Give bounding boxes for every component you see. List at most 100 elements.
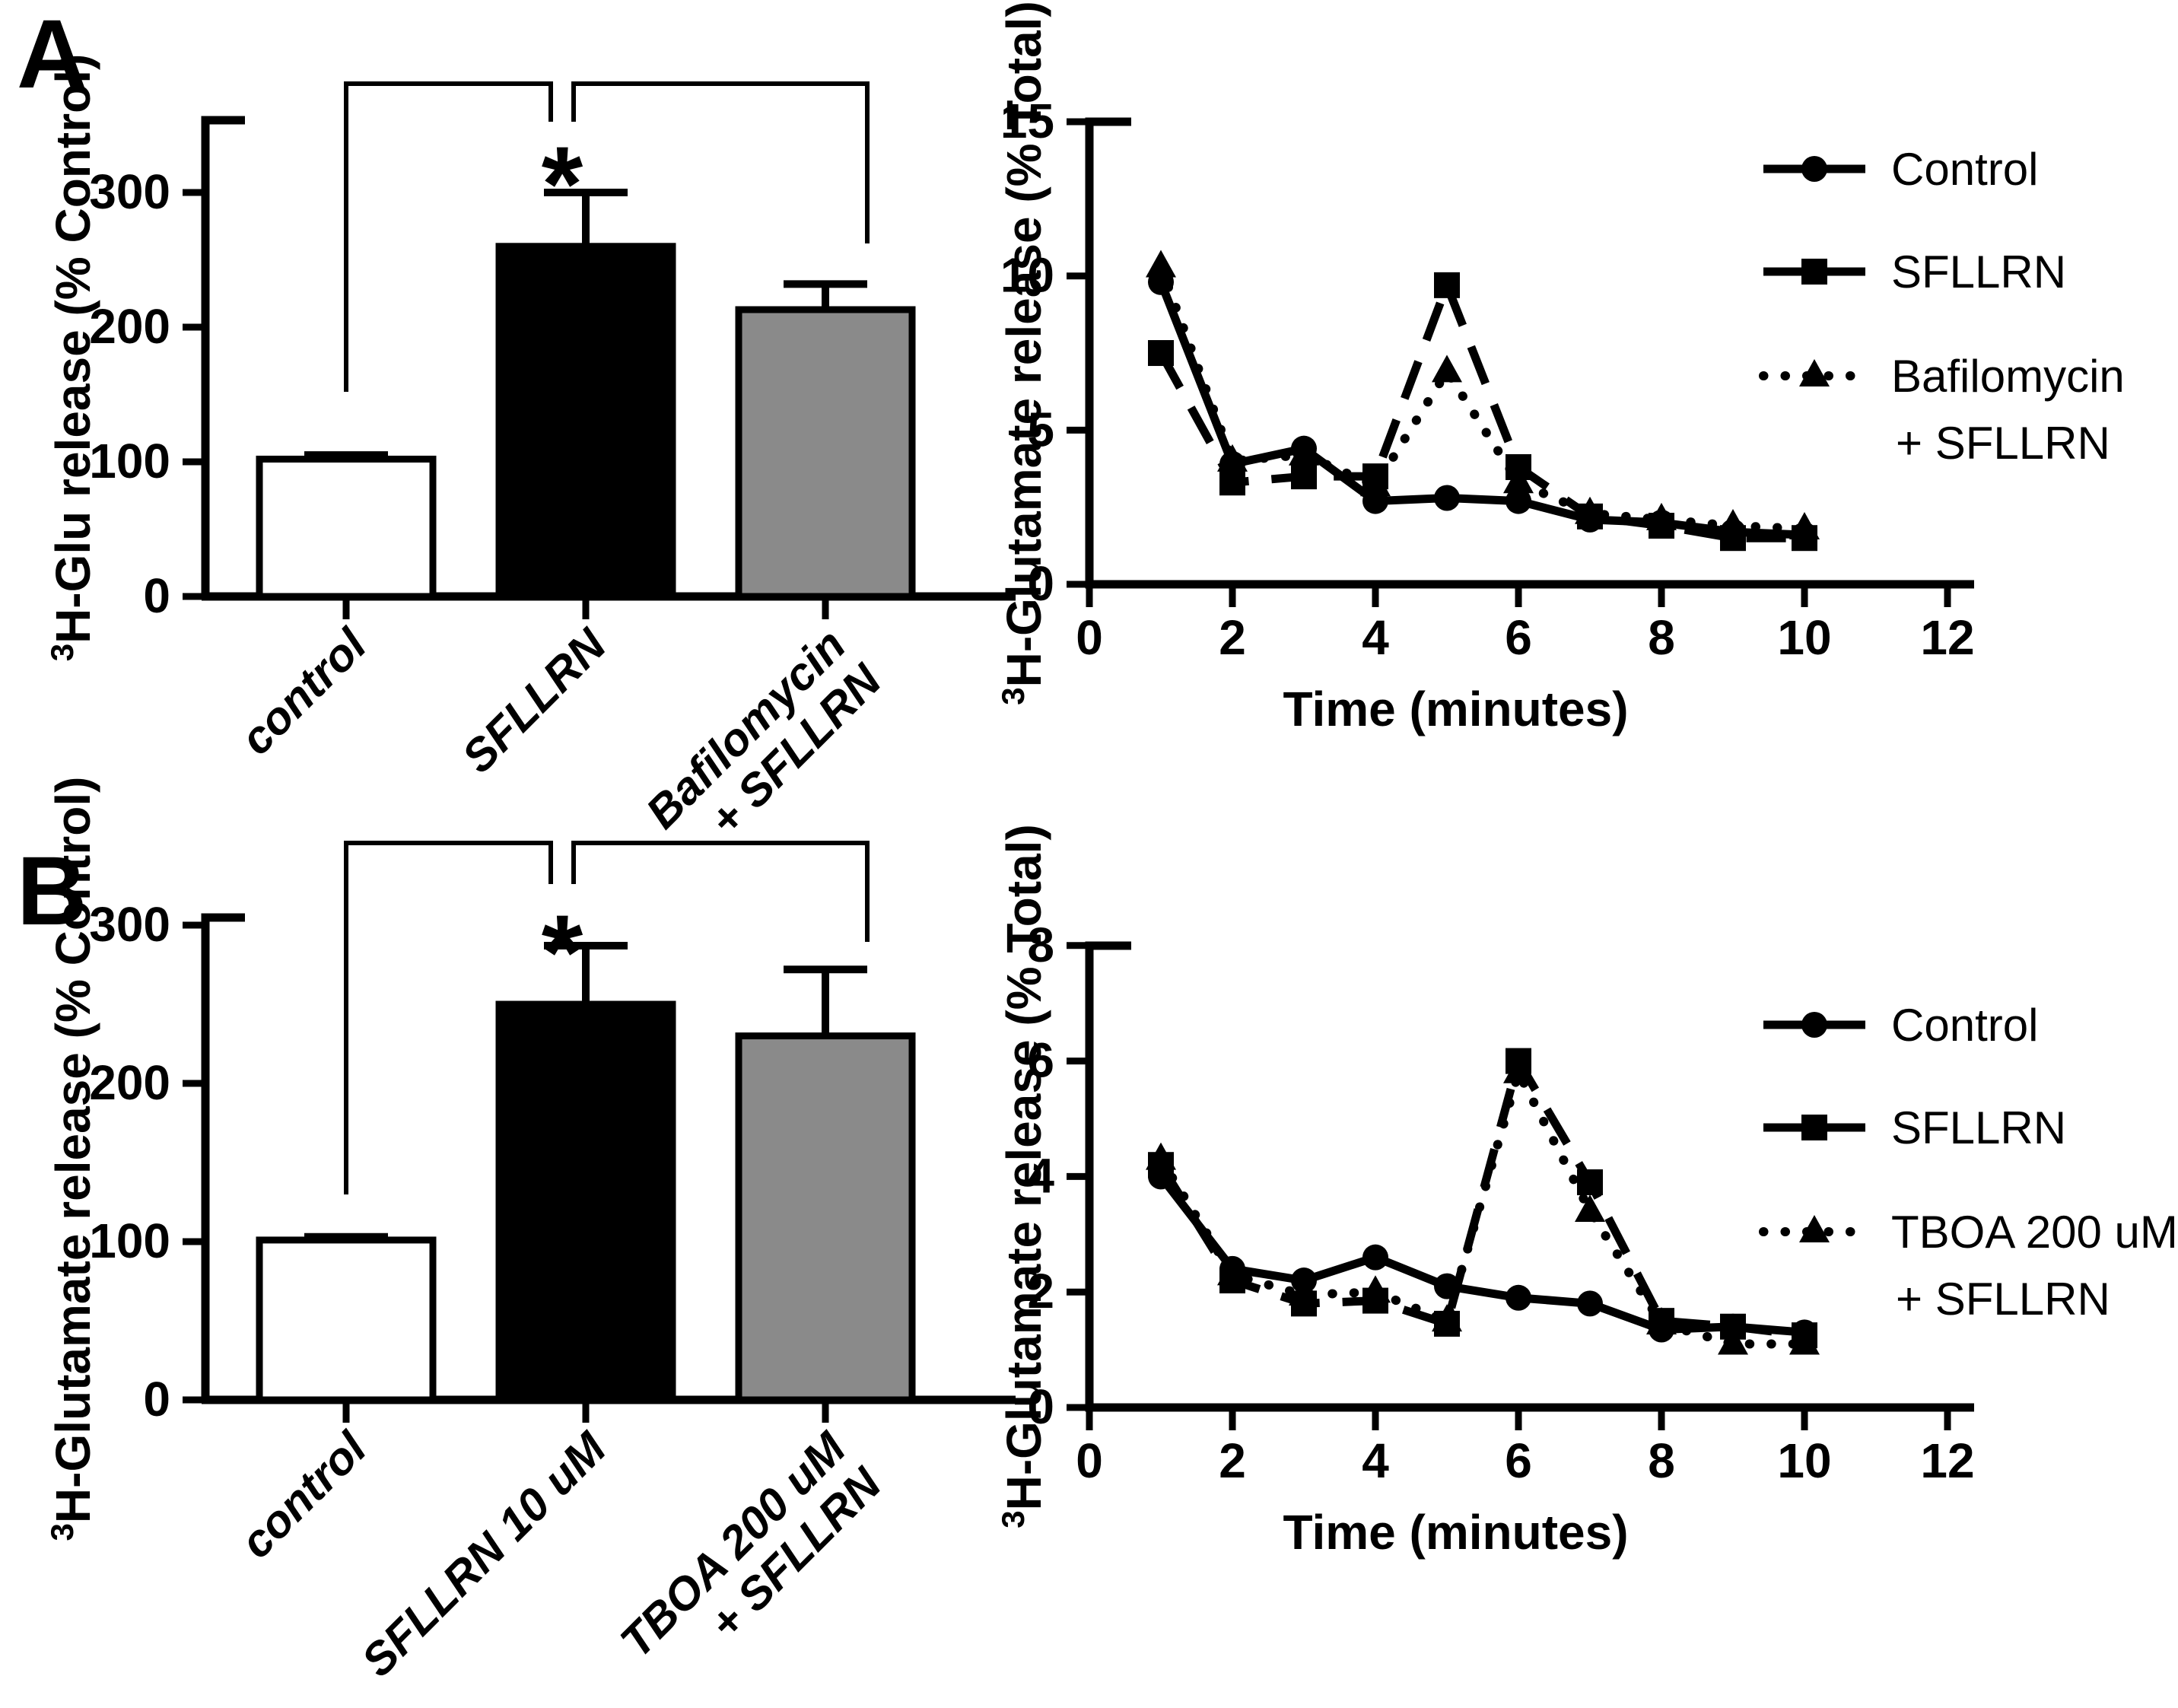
marker-circle bbox=[1577, 1290, 1603, 1317]
marker-triangle bbox=[1432, 1304, 1462, 1332]
bar-TBOA 200 uM bbox=[735, 1032, 916, 1404]
legend-item-SFLLRN: SFLLRN bbox=[1763, 246, 2066, 297]
y-tick-label: 8 bbox=[1027, 918, 1054, 972]
x-tick-label: 12 bbox=[1920, 610, 1974, 665]
error-bar-control bbox=[304, 451, 388, 460]
error-bar-SFLLRN bbox=[544, 189, 628, 246]
marker-circle bbox=[1362, 1244, 1388, 1271]
legend-marker-triangle bbox=[1799, 1215, 1830, 1242]
marker-square bbox=[1148, 340, 1174, 367]
marker-circle bbox=[1720, 519, 1746, 545]
x-tick-label: 10 bbox=[1777, 610, 1831, 665]
y-tick-label: 0 bbox=[143, 568, 170, 623]
marker-triangle bbox=[1146, 1142, 1176, 1170]
chart-panel-A-bar: 0 100 200 300 control SFLLRN Bafilomycin+ SFLL… bbox=[89, 81, 1016, 874]
y-tick-label: 4 bbox=[1027, 1148, 1054, 1203]
legend-marker-triangle bbox=[1799, 359, 1830, 386]
legend-item-TBOA 200 uM: TBOA 200 uM + SFLLRN bbox=[1759, 1207, 2178, 1325]
legend-label: + SFLLRN bbox=[1896, 1274, 2110, 1325]
y-tick-label: 300 bbox=[89, 164, 170, 219]
category-label: control bbox=[231, 1422, 377, 1568]
x-tick-label: 4 bbox=[1362, 1433, 1389, 1488]
x-tick-label: 2 bbox=[1219, 610, 1246, 665]
series-line-TBOA 200 uM bbox=[1156, 1060, 1809, 1349]
x-tick-label: 0 bbox=[1076, 610, 1103, 665]
marker-circle bbox=[1219, 450, 1245, 477]
marker-circle bbox=[1148, 269, 1174, 295]
marker-circle bbox=[1649, 1316, 1674, 1343]
chart-panel-B-line: 0 2 4 6 8 0 2 4 6 8 10 12 Time (minutes) Control SFLLR… bbox=[1027, 918, 2177, 1560]
significance-star: * bbox=[542, 892, 583, 1012]
y-tick-label: 100 bbox=[89, 434, 170, 488]
marker-circle bbox=[1434, 485, 1460, 511]
panel-A-line-y-axis-label-sup: 3 bbox=[995, 687, 1031, 705]
bar-control bbox=[256, 1236, 437, 1404]
y-axis bbox=[201, 913, 245, 1400]
axes bbox=[1085, 941, 1974, 1412]
x-axis-label: Time (minutes) bbox=[1283, 1505, 1629, 1560]
panel-label-a: A bbox=[17, 0, 87, 109]
category-label: SFLLRN 10 uM bbox=[351, 1421, 616, 1686]
legend-item-Control: Control bbox=[1763, 144, 2038, 195]
series-line-Control bbox=[1156, 280, 1805, 539]
y-tick-label: 200 bbox=[89, 299, 170, 354]
marker-triangle bbox=[1718, 1327, 1748, 1355]
significance-bracket bbox=[344, 81, 870, 392]
y-tick-label: 200 bbox=[89, 1055, 170, 1110]
x-tick-label: 10 bbox=[1777, 1433, 1831, 1488]
bar-control bbox=[256, 455, 437, 600]
legend-marker-circle bbox=[1801, 1012, 1827, 1038]
legend-item-Bafilomycin: Bafilomycin + SFLLRN bbox=[1759, 351, 2125, 469]
category-label: control bbox=[231, 619, 377, 765]
panel-A-bar-y-axis-label-sup: 3 bbox=[44, 644, 80, 661]
x-tick-label: 6 bbox=[1505, 1433, 1532, 1488]
marker-circle bbox=[1649, 509, 1674, 536]
marker-square bbox=[1291, 463, 1317, 490]
y-tick-label: 300 bbox=[89, 897, 170, 952]
marker-triangle bbox=[1432, 355, 1462, 383]
legend-label: SFLLRN bbox=[1891, 246, 2066, 297]
x-tick-label: 2 bbox=[1219, 1433, 1246, 1488]
y-tick-label: 15 bbox=[1000, 94, 1054, 148]
y-tick-label: 6 bbox=[1027, 1033, 1054, 1088]
legend-label: Control bbox=[1891, 144, 2038, 195]
series-line-Control bbox=[1157, 1174, 1805, 1337]
legend-label: Control bbox=[1891, 1000, 2038, 1051]
panel-B-line-y-axis-label-sup: 3 bbox=[995, 1510, 1031, 1528]
series-line-SFLLRN bbox=[1157, 1050, 1805, 1340]
y-tick-label: 10 bbox=[1000, 248, 1054, 303]
marker-circle bbox=[1148, 1163, 1174, 1190]
x-tick-label: 8 bbox=[1648, 1433, 1675, 1488]
marker-circle bbox=[1792, 522, 1817, 549]
marker-triangle bbox=[1503, 466, 1534, 494]
x-axis-label: Time (minutes) bbox=[1283, 682, 1629, 736]
marker-circle bbox=[1291, 1267, 1317, 1294]
legend-label: TBOA 200 uM bbox=[1891, 1207, 2178, 1258]
marker-circle bbox=[1291, 435, 1317, 462]
series-line-SFLLRN bbox=[1157, 273, 1804, 542]
x-tick-label: 0 bbox=[1076, 1433, 1103, 1488]
y-tick-label: 0 bbox=[1027, 1379, 1054, 1434]
marker-triangle bbox=[1360, 469, 1391, 497]
marker-circle bbox=[1434, 1273, 1460, 1299]
marker-circle bbox=[1792, 1319, 1817, 1346]
category-label-line: SFLLRN bbox=[452, 619, 616, 783]
panel-A-bar-y-axis-label-text: H-Glu release (% Control) bbox=[46, 54, 100, 644]
bar-SFLLRN bbox=[495, 243, 676, 600]
x-tick-label: 4 bbox=[1362, 610, 1389, 665]
marker-square bbox=[1577, 1169, 1603, 1195]
y-tick-label: 0 bbox=[1027, 556, 1054, 611]
legend-item-SFLLRN: SFLLRN bbox=[1763, 1102, 2066, 1153]
legend-label: + SFLLRN bbox=[1896, 418, 2110, 469]
panel-B-bar-y-axis-label-text: H-Glutamate release (% Control) bbox=[46, 777, 100, 1524]
error-bar-SFLLRN 10 uM bbox=[544, 942, 628, 1004]
marker-circle bbox=[1577, 506, 1603, 533]
panel-B-line-y-axis-label: 3H-Glutamate release (% Total) bbox=[995, 824, 1051, 1528]
category-label: SFLLRN bbox=[452, 619, 616, 783]
category-label: Bafilomycin+ SFLLRN bbox=[636, 619, 892, 874]
bar-SFLLRN 10 uM bbox=[495, 1000, 676, 1404]
category-label-line: control bbox=[231, 1422, 377, 1568]
